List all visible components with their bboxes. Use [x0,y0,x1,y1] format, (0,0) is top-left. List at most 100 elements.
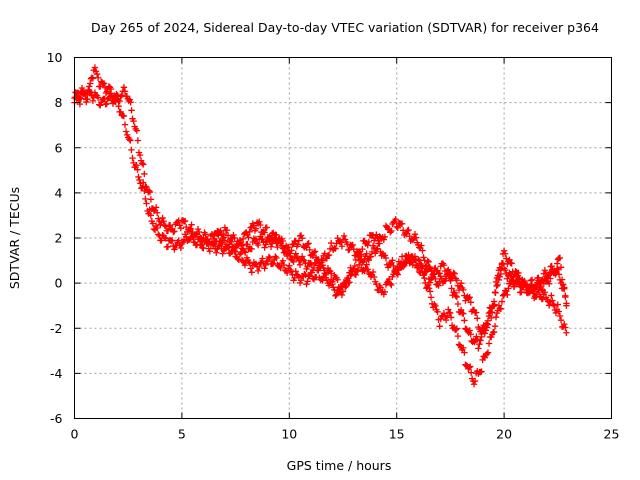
data-point [457,280,465,287]
data-point [546,280,553,287]
data-point [434,308,441,316]
data-point [229,243,236,250]
data-point [77,95,85,102]
data-point [296,261,304,269]
data-point [459,309,466,317]
data-point [166,222,174,229]
data-point [465,295,472,302]
data-point [482,327,490,334]
data-point [535,277,542,284]
data-point [437,315,444,323]
data-point [186,226,193,233]
data-point [339,288,347,295]
data-point [327,270,335,277]
data-point [515,281,523,288]
data-point [484,321,492,328]
data-point [474,335,481,343]
data-point [460,286,467,294]
data-point [403,252,410,260]
x-tick-label: 20 [496,427,512,442]
data-point [312,254,320,261]
data-point [500,247,508,254]
data-point [453,277,461,284]
data-point [477,337,484,344]
data-point [321,250,328,257]
data-point [454,300,462,308]
data-point [369,268,377,276]
data-point [449,274,456,281]
data-point [308,269,316,276]
data-point [237,249,245,257]
data-point [223,226,231,234]
data-point [120,84,128,91]
data-point [338,243,346,250]
data-point [126,135,133,143]
data-point [128,107,135,114]
data-point [364,242,371,249]
data-point [169,237,176,244]
data-point [548,292,555,299]
data-point [246,228,253,236]
data-point [374,234,381,241]
data-point [553,267,560,275]
x-tick-label: 10 [281,427,297,442]
data-point [539,295,546,302]
data-point [484,349,492,356]
y-tick-label: 6 [55,140,63,155]
data-point [490,298,498,305]
data-point [153,224,161,232]
data-point [304,263,311,271]
x-tick-label: 25 [604,427,620,442]
data-point [306,246,313,254]
data-point [248,245,255,253]
data-point [555,271,563,278]
data-point [285,243,292,251]
data-point [412,234,420,241]
data-point [100,80,108,87]
data-point [230,244,237,251]
data-point [407,258,414,266]
y-tick-label: 8 [55,95,63,110]
data-point [269,260,277,267]
data-point [466,294,473,301]
data-point [352,271,360,279]
data-point [175,237,182,244]
data-point [149,220,157,227]
data-point [138,159,146,167]
data-point [494,272,502,279]
data-point [143,200,150,207]
data-point [522,281,529,288]
data-point [261,229,268,236]
data-point [133,127,140,134]
data-point [224,232,232,239]
data-point [557,316,565,324]
data-point [550,302,558,309]
data-point [334,276,341,283]
data-point [297,277,305,284]
chart-title: Day 265 of 2024, Sidereal Day-to-day VTE… [91,20,599,35]
data-point [559,281,567,288]
data-point [462,297,469,304]
data-point [454,332,462,340]
data-point [411,230,419,238]
data-point [490,328,498,336]
data-point [387,229,394,236]
data-point [150,225,158,233]
data-point [426,279,434,286]
data-point [350,246,357,253]
data-point [514,272,522,279]
data-point [461,349,468,356]
data-point [489,302,497,310]
data-point [182,233,190,241]
data-point [562,292,569,299]
data-point [305,240,312,247]
data-point [382,254,390,262]
data-point [268,230,276,237]
data-point [276,234,283,242]
data-point [83,96,90,103]
data-point [86,80,94,87]
y-tick-label: 4 [55,185,63,200]
data-point [140,161,147,168]
data-point [472,309,480,316]
